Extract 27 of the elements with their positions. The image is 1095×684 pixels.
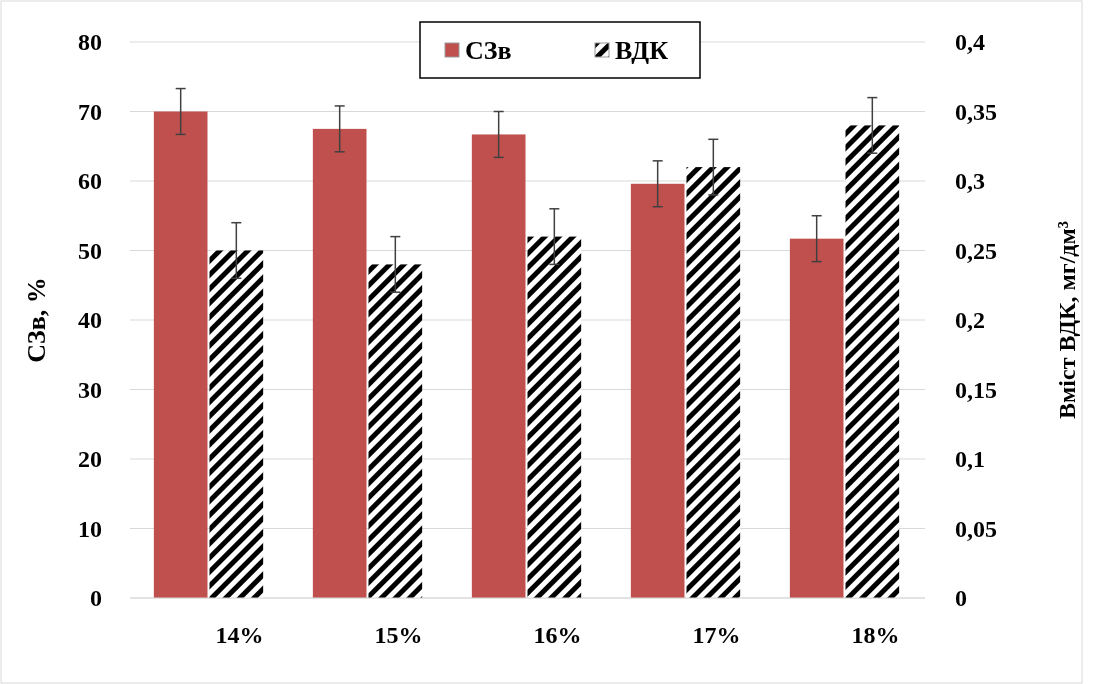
y2-tick-label: 0,3	[955, 168, 985, 195]
y-axis-title: СЗв, %	[22, 277, 51, 363]
legend-label: СЗв	[465, 36, 512, 66]
y2-tick-label: 0,35	[955, 98, 997, 125]
y2-tick-label: 0,4	[955, 29, 985, 56]
y-tick-label: 60	[78, 168, 102, 195]
y-tick-label: 20	[78, 446, 102, 473]
x-tick-label: 15%	[374, 622, 423, 648]
y2-tick-label: 0	[955, 585, 967, 612]
legend-label: ВДК	[615, 36, 669, 66]
y-tick-label: 40	[78, 307, 102, 334]
y-tick-label: 10	[78, 515, 102, 542]
y2-tick-label: 0,15	[955, 376, 997, 403]
y2-axis-title: Вміст ВДК, мг/дм³	[1054, 220, 1080, 420]
y-tick-label: 0	[90, 585, 102, 612]
y-tick-label: 70	[78, 98, 102, 125]
x-tick-label: 18%	[851, 622, 900, 648]
y-tick-label: 50	[78, 237, 102, 264]
y-tick-label: 30	[78, 376, 102, 403]
x-tick-label: 16%	[533, 622, 582, 648]
y2-tick-label: 0,2	[955, 307, 985, 334]
y2-tick-label: 0,1	[955, 446, 985, 473]
x-tick-label: 17%	[692, 622, 741, 648]
y-tick-label: 80	[78, 29, 102, 56]
y2-tick-label: 0,25	[955, 237, 997, 264]
x-tick-label: 14%	[215, 622, 264, 648]
y2-tick-label: 0,05	[955, 515, 997, 542]
